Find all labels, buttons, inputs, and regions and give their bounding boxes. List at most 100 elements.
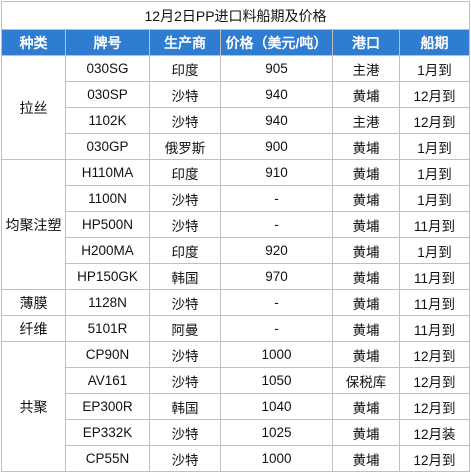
table-row: HP500N 沙特 - 黄埔 11月到 — [2, 211, 471, 238]
price-cell[interactable]: 1000 — [220, 445, 333, 472]
shipping-cell[interactable]: 12月到 — [398, 81, 471, 108]
manufacturer-cell[interactable]: 沙特 — [149, 107, 221, 134]
category-cell[interactable]: 拉丝 — [1, 55, 66, 160]
table-row: 共聚 CP90N 沙特 1000 黄埔 12月到 — [1, 341, 471, 472]
price-cell[interactable]: 1000 — [220, 341, 333, 368]
grade-cell[interactable]: 030SG — [65, 55, 150, 82]
shipping-cell[interactable]: 11月到 — [398, 211, 471, 238]
grade-cell[interactable]: EP300R — [65, 393, 150, 420]
table-title[interactable]: 12月2日PP进口料船期及价格 — [0, 1, 471, 30]
manufacturer-cell[interactable]: 印度 — [149, 237, 221, 264]
header-manufacturer[interactable]: 生产商 — [149, 29, 221, 56]
price-cell[interactable]: 900 — [220, 133, 333, 160]
price-cell[interactable]: - — [220, 185, 333, 212]
port-cell[interactable]: 黄埔 — [332, 237, 400, 264]
shipping-cell[interactable]: 11月到 — [398, 315, 471, 342]
grade-cell[interactable]: CP55N — [65, 445, 150, 472]
manufacturer-cell[interactable]: 沙特 — [149, 445, 221, 472]
shipping-cell[interactable]: 1月到 — [398, 159, 471, 186]
port-cell[interactable]: 黄埔 — [332, 211, 400, 238]
port-cell[interactable]: 保税库 — [332, 367, 400, 394]
table-row: H200MA 印度 920 黄埔 1月到 — [2, 237, 471, 264]
header-price[interactable]: 价格（美元/吨） — [220, 29, 333, 56]
grade-cell[interactable]: H200MA — [65, 237, 150, 264]
manufacturer-cell[interactable]: 沙特 — [149, 289, 221, 316]
table-row: CP55N 沙特 1000 黄埔 12月到 — [2, 445, 471, 472]
shipping-cell[interactable]: 1月到 — [398, 55, 471, 82]
price-cell[interactable]: 1040 — [220, 393, 333, 420]
shipping-cell[interactable]: 12月到 — [398, 107, 471, 134]
shipping-cell[interactable]: 12月到 — [398, 367, 471, 394]
shipping-cell[interactable]: 12月装 — [398, 419, 471, 446]
price-cell[interactable]: 905 — [220, 55, 333, 82]
shipping-cell[interactable]: 12月到 — [398, 341, 471, 368]
grade-cell[interactable]: HP500N — [65, 211, 150, 238]
price-cell[interactable]: - — [220, 315, 333, 342]
port-cell[interactable]: 黄埔 — [332, 159, 400, 186]
port-cell[interactable]: 黄埔 — [332, 445, 400, 472]
port-cell[interactable]: 黄埔 — [332, 419, 400, 446]
header-shipping[interactable]: 船期 — [398, 29, 471, 56]
price-cell[interactable]: 1025 — [220, 419, 333, 446]
shipping-cell[interactable]: 12月到 — [398, 445, 471, 472]
manufacturer-cell[interactable]: 沙特 — [149, 185, 221, 212]
price-cell[interactable]: 970 — [220, 263, 333, 290]
table-row: 拉丝 030SG 印度 905 主港 1月到 — [1, 55, 471, 160]
shipping-cell[interactable]: 1月到 — [398, 185, 471, 212]
grade-cell[interactable]: AV161 — [65, 367, 150, 394]
port-cell[interactable]: 黄埔 — [332, 341, 400, 368]
category-cell[interactable]: 共聚 — [1, 341, 66, 472]
port-cell[interactable]: 黄埔 — [332, 315, 400, 342]
header-grade[interactable]: 牌号 — [65, 29, 150, 56]
category-cell[interactable]: 均聚注塑 — [1, 159, 66, 290]
grade-cell[interactable]: EP332K — [65, 419, 150, 446]
grade-cell[interactable]: H110MA — [65, 159, 150, 186]
table-row: 薄膜 1128N 沙特 - 黄埔 11月到 — [1, 289, 471, 316]
shipping-cell[interactable]: 12月到 — [398, 393, 471, 420]
price-cell[interactable]: - — [220, 289, 333, 316]
category-cell[interactable]: 纤维 — [1, 315, 66, 342]
grade-cell[interactable]: 030SP — [65, 81, 150, 108]
manufacturer-cell[interactable]: 印度 — [149, 55, 221, 82]
shipping-cell[interactable]: 11月到 — [398, 289, 471, 316]
manufacturer-cell[interactable]: 沙特 — [149, 419, 221, 446]
port-cell[interactable]: 主港 — [332, 55, 400, 82]
header-port[interactable]: 港口 — [332, 29, 400, 56]
port-cell[interactable]: 黄埔 — [332, 393, 400, 420]
shipping-cell[interactable]: 1月到 — [398, 237, 471, 264]
header-category[interactable]: 种类 — [1, 29, 66, 56]
port-cell[interactable]: 黄埔 — [332, 263, 400, 290]
grade-cell[interactable]: CP90N — [65, 341, 150, 368]
grade-cell[interactable]: HP150GK — [65, 263, 150, 290]
port-cell[interactable]: 黄埔 — [332, 185, 400, 212]
price-cell[interactable]: 910 — [220, 159, 333, 186]
grade-cell[interactable]: 1102K — [65, 107, 150, 134]
grade-cell[interactable]: 1128N — [65, 289, 150, 316]
price-cell[interactable]: 1050 — [220, 367, 333, 394]
shipping-cell[interactable]: 1月到 — [398, 133, 471, 160]
manufacturer-cell[interactable]: 韩国 — [149, 393, 221, 420]
port-cell[interactable]: 黄埔 — [332, 133, 400, 160]
manufacturer-cell[interactable]: 沙特 — [149, 81, 221, 108]
port-cell[interactable]: 黄埔 — [332, 81, 400, 108]
manufacturer-cell[interactable]: 沙特 — [149, 211, 221, 238]
grade-cell[interactable]: 1100N — [65, 185, 150, 212]
price-cell[interactable]: - — [220, 211, 333, 238]
manufacturer-cell[interactable]: 印度 — [149, 159, 221, 186]
port-cell[interactable]: 主港 — [332, 107, 400, 134]
price-cell[interactable]: 940 — [220, 107, 333, 134]
manufacturer-cell[interactable]: 韩国 — [149, 263, 221, 290]
price-cell[interactable]: 920 — [220, 237, 333, 264]
manufacturer-cell[interactable]: 阿曼 — [149, 315, 221, 342]
manufacturer-cell[interactable]: 俄罗斯 — [149, 133, 221, 160]
category-cell[interactable]: 薄膜 — [1, 289, 66, 316]
shipping-cell[interactable]: 11月到 — [398, 263, 471, 290]
manufacturer-cell[interactable]: 沙特 — [149, 341, 221, 368]
grade-cell[interactable]: 5101R — [65, 315, 150, 342]
port-cell[interactable]: 黄埔 — [332, 289, 400, 316]
manufacturer-cell[interactable]: 沙特 — [149, 367, 221, 394]
grade-cell[interactable]: 030GP — [65, 133, 150, 160]
table-row: EP300R 韩国 1040 黄埔 12月到 — [2, 393, 471, 420]
price-cell[interactable]: 940 — [220, 81, 333, 108]
